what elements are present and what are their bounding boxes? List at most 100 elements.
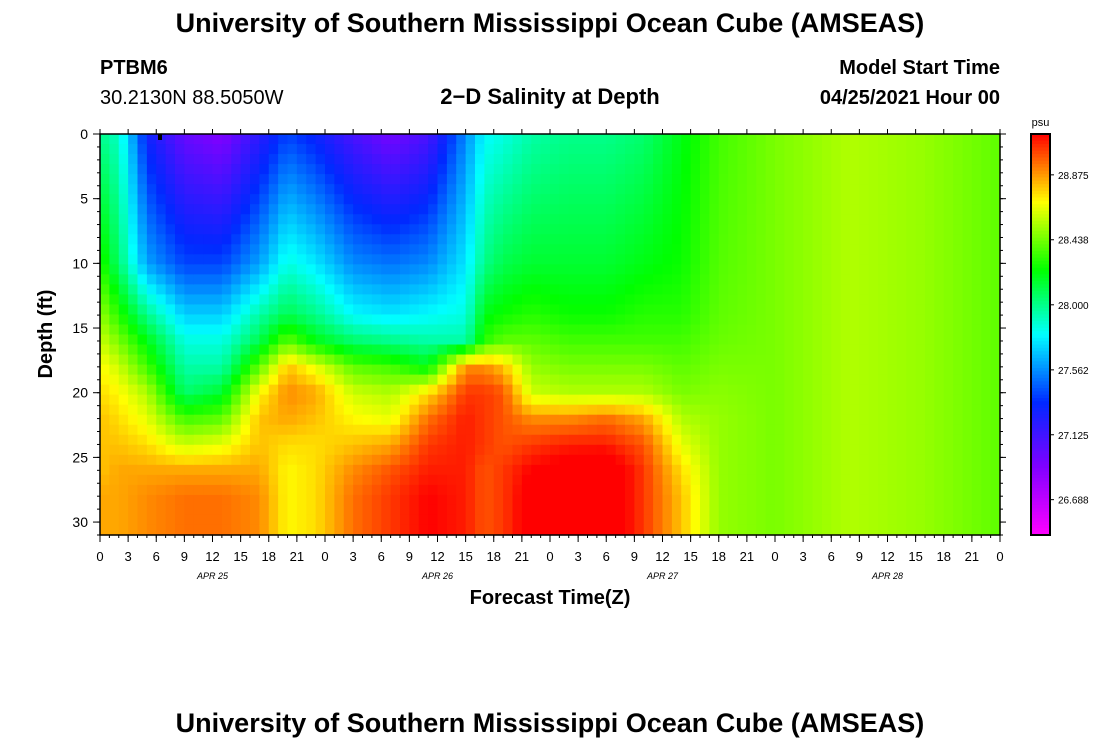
heatmap-cell [212,454,223,466]
heatmap-cell [915,144,926,155]
heatmap-cell [746,234,757,245]
heatmap-cell [690,224,701,235]
heatmap-cell [521,414,532,426]
heatmap-cell [156,264,167,275]
heatmap-cell [259,444,270,456]
heatmap-cell [193,214,204,225]
heatmap-cell [812,134,823,145]
heatmap-cell [718,334,729,346]
heatmap-cell [165,454,176,466]
heatmap-cell [803,414,814,426]
heatmap-cell [165,154,176,165]
heatmap-cell [596,244,607,255]
heatmap-cell [728,414,739,426]
heatmap-cell [887,144,898,155]
heatmap-cell [896,144,907,155]
heatmap-cell [315,134,326,145]
heatmap-cell [653,184,664,195]
heatmap-cell [268,204,279,215]
heatmap-cell [906,304,917,316]
heatmap-cell [484,494,495,506]
heatmap-cell [259,334,270,346]
heatmap-cell [531,444,542,456]
heatmap-cell [100,134,110,145]
heatmap-cell [250,524,260,536]
heatmap-cell [812,194,823,205]
colorbar-segment [1031,244,1050,249]
heatmap-cell [212,344,223,356]
heatmap-cell [578,164,589,175]
heatmap-cell [287,474,298,486]
heatmap-cell [615,294,626,306]
heatmap-cell [550,274,560,285]
heatmap-cell [981,354,992,366]
heatmap-cell [934,204,945,215]
heatmap-cell [334,444,345,456]
heatmap-cell [709,294,720,306]
heatmap-cell [568,204,579,215]
heatmap-cell [531,344,542,356]
heatmap-cell [212,464,223,476]
heatmap-cell [231,524,242,536]
x-date-label: APR 27 [646,571,679,581]
heatmap-cell [784,514,795,526]
heatmap-cell [953,284,964,296]
heatmap-cell [334,284,345,296]
heatmap-cell [653,284,664,296]
heatmap-cell [118,394,129,406]
heatmap-cell [953,144,964,155]
heatmap-cell [831,484,842,496]
heatmap-cell [109,224,120,235]
heatmap-cell [596,204,607,215]
heatmap-cell [868,374,879,386]
heatmap-cell [568,414,579,426]
heatmap-cell [400,454,410,466]
heatmap-cell [203,394,214,406]
heatmap-cell [634,474,645,486]
heatmap-cell [540,154,551,165]
heatmap-cell [146,234,157,245]
heatmap-cell [325,524,335,536]
heatmap-cell [193,444,204,456]
heatmap-cell [840,514,851,526]
heatmap-cell [671,474,682,486]
heatmap-cell [596,234,607,245]
heatmap-cell [334,414,345,426]
heatmap-cell [850,514,860,526]
heatmap-cell [156,364,167,376]
heatmap-cell [934,174,945,185]
heatmap-cell [296,404,307,416]
heatmap-cell [240,314,251,326]
heatmap-cell [128,514,139,526]
heatmap-cell [737,344,748,356]
heatmap-cell [981,154,992,165]
heatmap-cell [475,144,485,155]
heatmap-cell [765,294,776,306]
heatmap-cell [325,144,335,155]
heatmap-cell [559,364,570,376]
heatmap-cell [765,314,776,326]
heatmap-cell [306,304,317,316]
heatmap-cell [118,294,129,306]
heatmap-cell [287,224,298,235]
heatmap-cell [887,304,898,316]
heatmap-cell [690,334,701,346]
heatmap-cell [643,304,654,316]
heatmap-cell [915,524,926,536]
heatmap-cell [456,464,467,476]
heatmap-cell [250,344,260,356]
heatmap-cell [690,274,701,285]
heatmap-cell [784,384,795,396]
heatmap-cell [587,384,598,396]
heatmap-cell [418,434,429,446]
heatmap-cell [896,294,907,306]
heatmap-cell [437,214,448,225]
heatmap-cell [700,284,710,296]
heatmap-cell [325,414,335,426]
heatmap-cell [381,294,392,306]
heatmap-cell [437,184,448,195]
heatmap-cell [446,164,457,175]
heatmap-cell [625,274,635,285]
heatmap-cell [268,214,279,225]
heatmap-cell [906,414,917,426]
